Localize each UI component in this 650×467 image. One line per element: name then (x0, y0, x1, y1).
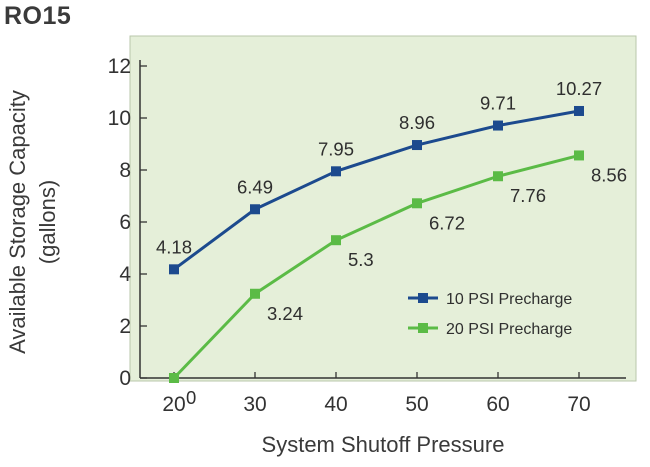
y-tick-label: 4 (119, 263, 131, 286)
data-point (412, 140, 422, 151)
y-tick-label: 12 (108, 55, 131, 78)
data-point (493, 171, 503, 182)
series-line-1 (173, 109, 580, 271)
legend-swatch-marker (418, 293, 428, 303)
data-point (574, 150, 584, 161)
data-label: 4.18 (156, 236, 192, 257)
data-point (331, 235, 341, 246)
y-axis-title: Available Storage Capacity (5, 90, 30, 354)
y-axis-title-unit: (gallons) (35, 180, 60, 264)
data-point (574, 105, 584, 116)
data-label: 8.56 (591, 164, 627, 185)
data-label: 7.95 (318, 138, 354, 159)
x-axis-title: System Shutoff Pressure (262, 432, 505, 457)
y-tick-label: 10 (108, 107, 131, 130)
data-point (169, 264, 179, 275)
y-tick-label: 0 (119, 367, 131, 390)
data-point (412, 198, 422, 209)
data-label: 8.96 (399, 112, 435, 133)
data-label: 5.3 (348, 249, 374, 270)
data-point (331, 166, 341, 177)
x-tick-label: 50 (405, 393, 428, 416)
data-point (169, 373, 179, 383)
data-label: 0 (186, 387, 196, 408)
y-tick-label: 2 (119, 315, 131, 338)
data-label: 10.27 (556, 78, 602, 99)
data-label: 7.76 (510, 185, 546, 206)
x-tick-label: 60 (486, 393, 509, 416)
data-label: 6.49 (237, 176, 273, 197)
legend-label: 10 PSI Precharge (446, 291, 572, 308)
x-tick-label: 30 (243, 393, 266, 416)
y-tick-label: 8 (119, 159, 131, 182)
data-label: 6.72 (429, 212, 465, 233)
y-tick-label: 6 (119, 211, 131, 234)
data-label: 9.71 (480, 93, 516, 114)
legend-label: 20 PSI Precharge (446, 321, 572, 338)
data-point (493, 120, 503, 131)
data-point (250, 204, 260, 215)
data-point (250, 288, 260, 299)
x-tick-label: 70 (567, 393, 590, 416)
data-label: 3.24 (267, 303, 303, 324)
chart-title: RO15 (4, 2, 72, 30)
x-tick-label: 20 (162, 393, 185, 416)
legend-swatch-marker (418, 323, 428, 333)
plot-area (129, 35, 637, 382)
x-tick-label: 40 (324, 393, 347, 416)
series-line-2 (172, 153, 580, 380)
